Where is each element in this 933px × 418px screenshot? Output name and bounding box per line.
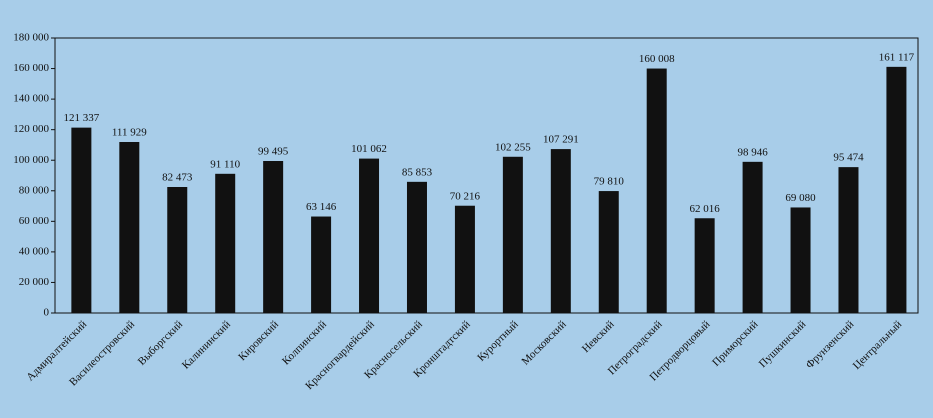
value-label: 95 474 <box>833 152 864 164</box>
y-tick-label: 160 000 <box>13 62 49 74</box>
value-label: 98 946 <box>737 146 768 158</box>
y-tick-label: 0 <box>44 307 50 319</box>
bar <box>790 207 811 313</box>
y-tick-label: 20 000 <box>19 276 50 288</box>
value-label: 91 110 <box>210 158 240 170</box>
bar <box>167 186 188 313</box>
y-tick-label: 80 000 <box>19 184 50 196</box>
bar <box>311 216 332 313</box>
value-label: 70 216 <box>450 190 481 202</box>
bar <box>502 156 523 313</box>
y-tick-label: 140 000 <box>13 93 49 105</box>
y-tick-label: 120 000 <box>13 123 49 135</box>
bar <box>550 149 571 313</box>
value-label: 111 929 <box>112 127 147 139</box>
value-label: 82 473 <box>162 172 193 184</box>
value-label: 101 062 <box>351 143 387 155</box>
value-label: 99 495 <box>258 146 289 158</box>
bar <box>694 218 715 313</box>
y-tick-label: 100 000 <box>13 154 49 166</box>
bar <box>646 68 667 313</box>
value-label: 63 146 <box>306 201 337 213</box>
bar <box>598 191 619 313</box>
bar <box>359 158 380 313</box>
bar <box>454 205 475 313</box>
y-tick-label: 40 000 <box>19 245 50 257</box>
plot-frame <box>54 37 919 314</box>
value-label: 121 337 <box>63 112 99 124</box>
value-label: 69 080 <box>785 192 816 204</box>
value-label: 161 117 <box>879 51 915 63</box>
y-tick-label: 180 000 <box>13 32 49 44</box>
bar <box>119 141 140 313</box>
bar <box>742 161 763 313</box>
bar <box>406 181 427 313</box>
value-label: 62 016 <box>690 203 721 215</box>
value-label: 107 291 <box>543 134 579 146</box>
bar <box>886 66 907 313</box>
bar <box>838 167 859 313</box>
value-label: 85 853 <box>402 166 433 178</box>
value-label: 160 008 <box>639 53 675 65</box>
bar <box>263 160 284 313</box>
value-label: 102 255 <box>495 141 531 153</box>
bar <box>71 127 92 314</box>
value-label: 79 810 <box>594 176 625 188</box>
y-tick-label: 60 000 <box>19 215 50 227</box>
bar <box>215 173 236 313</box>
